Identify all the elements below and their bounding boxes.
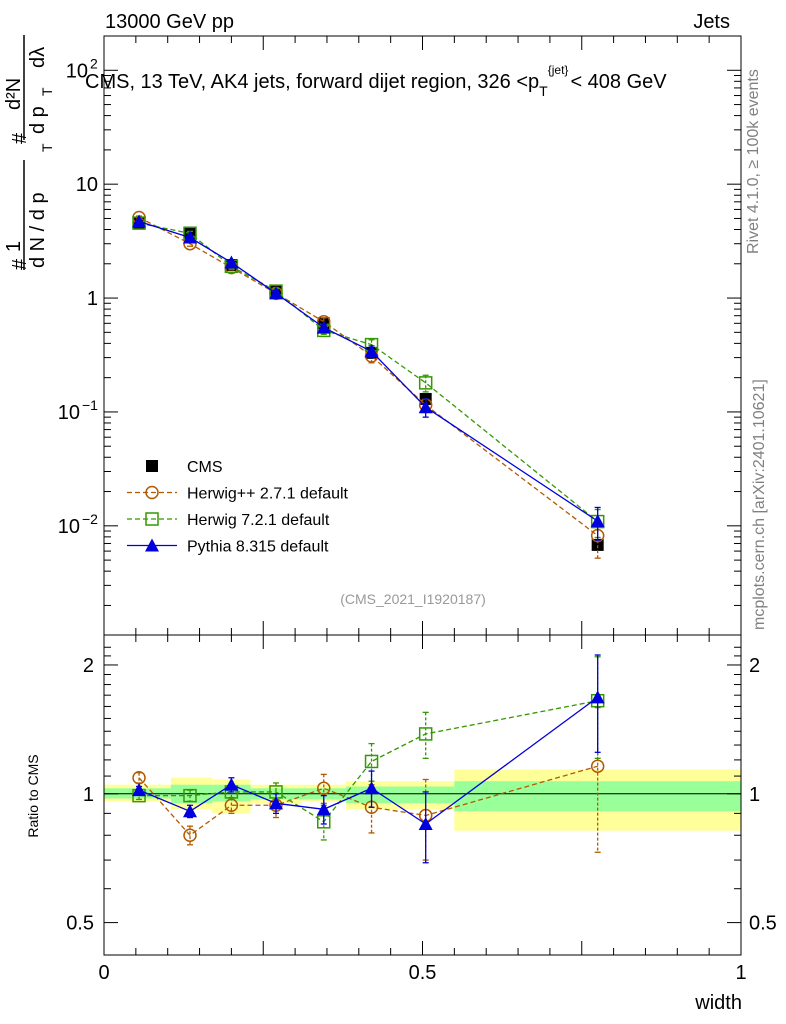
ratio-point-0-1: [183, 828, 197, 843]
ratio-xtick-label-1: 0.5: [409, 962, 437, 984]
ratio-point-0-7: [590, 759, 605, 773]
ratio-series-line-1: [139, 700, 598, 823]
main-point-3-2: [224, 255, 239, 269]
ratio-ytick-label-right-0: 0.5: [749, 913, 777, 935]
ratio-series-line-2: [138, 696, 599, 825]
header-left: 13000 GeV pp: [105, 11, 234, 33]
main-point-3-5: [364, 344, 379, 358]
y-axis-label-main: # 1 d N / d p T # d²N d p T dλ: [3, 35, 55, 270]
band-green-6: [454, 781, 741, 812]
main-point-3-6: [418, 400, 433, 414]
svg-text:CMS, 13 TeV, AK4 jets, forward: CMS, 13 TeV, AK4 jets, forward dijet reg…: [85, 63, 667, 99]
mcplots-label: mcplots.cern.ch [arXiv:2401.10621]: [751, 379, 768, 630]
ratio-point-2-6: [418, 816, 433, 830]
ratio-ytick-label-left-1: 1: [83, 784, 94, 806]
legend-label-1: Herwig++ 2.7.1 default: [187, 486, 349, 503]
ratio-point-1-6: [418, 727, 433, 741]
ratio-point-2-3: [268, 796, 283, 810]
ylabel-hash1: #: [9, 258, 31, 270]
main-series-line-1: [138, 216, 599, 537]
ratio-series-line-0: [138, 765, 598, 837]
title-sup: {jet}: [548, 63, 569, 77]
main-series-line-2: [138, 222, 599, 523]
main-point-0-7: [591, 538, 604, 551]
ratio-ytick-label-right-2: 2: [749, 655, 760, 677]
main-point-3-7: [590, 514, 605, 528]
rivet-version-label: Rivet 4.1.0, ≥ 100k events: [745, 69, 762, 254]
main-point-3-3: [268, 286, 283, 300]
main-ytick-exp-4: 2: [90, 55, 98, 71]
main-ytick-label-1: 10: [58, 402, 80, 424]
header-right: Jets: [693, 11, 730, 33]
legend: CMS Herwig++ 2.7.1 default Herwig 7.2.1 de…: [127, 459, 349, 556]
ratio-point-1-5: [364, 754, 379, 769]
main-ytick-exp-0: −2: [82, 511, 98, 527]
ratio-series-2: [132, 654, 605, 864]
x-axis-label: width: [694, 992, 742, 1014]
ratio-y-axis-label: Ratio to CMS: [25, 754, 41, 837]
ylabel-t2: T: [39, 87, 55, 96]
main-ytick-label-3: 10: [76, 174, 98, 196]
main-point-2-6: [418, 376, 433, 390]
main-point-3-4: [316, 320, 331, 334]
ratio-xtick-label-2: 1: [735, 962, 746, 984]
main-point-3-1: [182, 230, 197, 244]
legend-marker-0: [146, 460, 158, 472]
ratio-ytick-label-left-2: 2: [83, 655, 94, 677]
ratio-point-2-0: [132, 783, 147, 797]
ratio-point-2-2: [224, 777, 239, 791]
ratio-xtick-label-0: 0: [98, 962, 109, 984]
main-series-3: [132, 214, 605, 541]
ylabel-t1: T: [39, 143, 55, 152]
main-ytick-label-0: 10: [58, 516, 80, 538]
band-green-5: [346, 786, 455, 804]
ratio-point-2-7: [590, 690, 605, 704]
legend-label-0: CMS: [187, 459, 223, 476]
title-suffix: < 408 GeV: [570, 71, 667, 93]
main-ytick-exp-1: −1: [82, 397, 98, 413]
legend-label-3: Pythia 8.315 default: [187, 539, 329, 556]
ratio-point-1-1: [183, 788, 197, 803]
plot-title: CMS, 13 TeV, AK4 jets, forward dijet reg…: [85, 63, 667, 99]
data-series: [132, 210, 605, 864]
main-point-3-0: [132, 214, 147, 228]
main-ytick-label-4: 10: [66, 60, 88, 82]
ratio-ytick-label-right-1: 1: [749, 784, 760, 806]
ylabel-n2: d²N: [3, 78, 25, 110]
ylabel-d2: d p: [27, 106, 49, 134]
title-sub: T: [539, 83, 548, 99]
legend-marker-1: [145, 485, 159, 500]
ylabel-n1: 1: [3, 241, 25, 252]
analysis-watermark: (CMS_2021_I1920187): [340, 591, 486, 607]
ratio-point-0-4: [317, 781, 331, 796]
main-series-line-3: [138, 220, 599, 522]
ratio-point-2-5: [364, 781, 379, 795]
ratio-point-2-4: [316, 802, 331, 816]
title-prefix: CMS, 13 TeV, AK4 jets, forward dijet reg…: [85, 71, 539, 93]
ylabel-hash2: #: [9, 132, 31, 144]
main-series-1: [132, 210, 605, 559]
ratio-point-2-1: [182, 804, 197, 818]
legend-marker-3: [145, 538, 159, 552]
ylabel-d1: d N / d p: [27, 192, 49, 268]
legend-marker-2: [145, 512, 159, 526]
main-ytick-label-2: 1: [87, 288, 98, 310]
legend-label-2: Herwig 7.2.1 default: [187, 512, 330, 529]
ratio-ytick-label-left-0: 0.5: [66, 913, 94, 935]
ylabel-d2b: dλ: [27, 47, 49, 68]
